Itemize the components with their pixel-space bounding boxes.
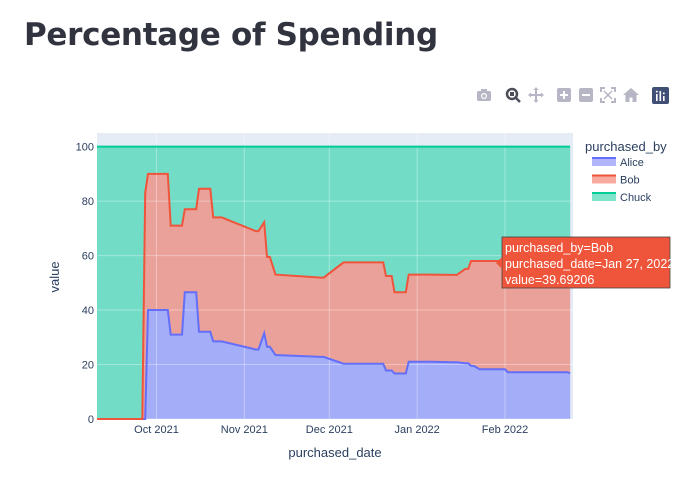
y-axis-ticks: 0 20 40 60 80 100	[76, 142, 94, 426]
zoom-icon[interactable]	[503, 85, 523, 105]
legend-item-alice[interactable]: Alice	[592, 157, 644, 169]
x-tick-label: Feb 2022	[482, 424, 528, 436]
y-tick-label: 0	[88, 414, 94, 426]
tooltip-line: purchased_date=Jan 27, 2022	[505, 257, 674, 271]
modebar	[474, 85, 674, 105]
zoom-in-icon[interactable]	[554, 85, 574, 105]
legend-label: Chuck	[620, 192, 652, 204]
x-tick-label: Oct 2021	[134, 424, 179, 436]
legend-title: purchased_by	[585, 139, 667, 154]
y-axis-label: value	[47, 261, 62, 292]
page-title: Percentage of Spending	[24, 17, 438, 53]
pan-icon[interactable]	[526, 85, 546, 105]
plotly-logo-icon[interactable]	[650, 85, 670, 105]
x-tick-label: Dec 2021	[306, 424, 353, 436]
legend: purchased_by Alice Bob Chuck	[585, 139, 667, 204]
legend-label: Alice	[620, 157, 644, 169]
reset-axes-icon[interactable]	[621, 85, 641, 105]
line-bob	[97, 172, 571, 420]
legend-item-chuck[interactable]: Chuck	[592, 192, 652, 204]
line-alice	[97, 291, 571, 420]
area-chuck	[97, 146, 571, 419]
y-tick-label: 40	[82, 305, 94, 317]
chart-lines	[97, 145, 571, 420]
autoscale-icon[interactable]	[598, 85, 618, 105]
x-tick-label: Nov 2021	[221, 424, 268, 436]
tooltip-line: purchased_by=Bob	[505, 241, 613, 255]
camera-icon[interactable]	[474, 85, 494, 105]
y-tick-label: 100	[76, 142, 94, 154]
area-bob	[97, 173, 571, 419]
y-tick-label: 80	[82, 196, 94, 208]
area-alice	[97, 292, 571, 419]
tooltip-line: value=39.69206	[505, 273, 594, 287]
y-tick-label: 60	[82, 251, 94, 263]
legend-swatch	[592, 158, 616, 166]
x-tick-label: Jan 2022	[395, 424, 440, 436]
tooltip-box	[501, 236, 671, 289]
legend-swatch	[592, 175, 616, 184]
legend-swatch	[592, 193, 616, 201]
tooltip-pointer	[496, 257, 502, 269]
x-axis-ticks: Oct 2021 Nov 2021 Dec 2021 Jan 2022 Feb 2022	[134, 424, 528, 436]
x-axis-label: purchased_date	[288, 445, 381, 460]
legend-item-bob[interactable]: Bob	[592, 174, 640, 187]
hover-tooltip: purchased_by=Bob purchased_date=Jan 27, 2…	[496, 236, 674, 289]
chart-areas	[97, 146, 571, 419]
zoom-out-icon[interactable]	[576, 85, 596, 105]
y-tick-label: 20	[82, 360, 94, 372]
legend-label: Bob	[620, 175, 640, 187]
